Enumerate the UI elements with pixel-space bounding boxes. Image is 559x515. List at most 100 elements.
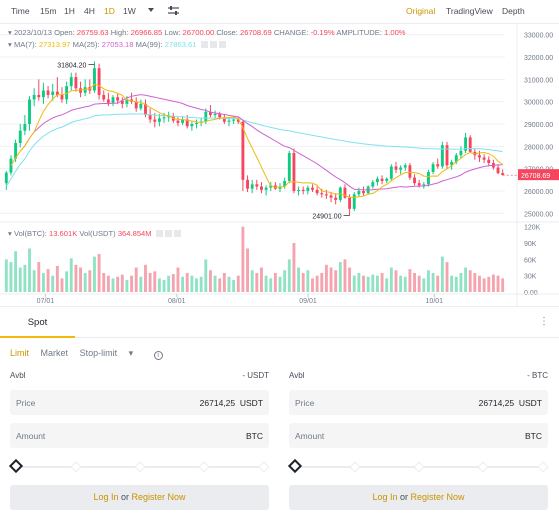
buy-available: Avbl - USDT	[10, 366, 269, 384]
gear-icon[interactable]	[209, 41, 217, 48]
slider-knob[interactable]	[8, 458, 24, 474]
volume-bar	[334, 270, 338, 292]
tab-stop-limit[interactable]: Stop-limit ▾	[80, 348, 143, 358]
caret-down-icon: ▾	[128, 348, 134, 358]
candle-body	[60, 94, 64, 100]
volume-bar	[450, 275, 454, 292]
slider-step-75[interactable]	[198, 461, 210, 473]
vol-btc-value: 13.601K	[48, 229, 78, 238]
buy-amount-slider[interactable]	[8, 455, 270, 479]
volume-bar	[208, 270, 212, 292]
register-link[interactable]: Register Now	[131, 492, 186, 502]
eye-icon[interactable]	[155, 230, 163, 237]
volume-bar	[311, 278, 314, 292]
interval-1h[interactable]: 1H	[64, 6, 75, 16]
chart-settings-icon[interactable]	[168, 5, 179, 18]
candle-body	[120, 100, 124, 104]
slider-step-50[interactable]	[134, 461, 146, 473]
candle-body	[236, 119, 240, 122]
volume-bar	[408, 269, 412, 292]
candle-body	[297, 189, 301, 191]
interval-4h[interactable]: 4H	[84, 6, 95, 16]
slider-step-75[interactable]	[477, 461, 489, 473]
slider-step-100[interactable]	[258, 461, 270, 473]
buy-amount-field[interactable]: Amount BTC	[10, 423, 269, 448]
more-options-icon[interactable]: ⋮	[539, 316, 549, 327]
buy-login-button[interactable]: Log In or Register Now	[10, 485, 269, 510]
date-axis-label: 09/01	[299, 298, 317, 305]
buy-price-field[interactable]: Price 26714,25 USDT	[10, 390, 269, 415]
volume-axis-label: 30K	[524, 274, 537, 281]
candlestick-chart[interactable]: 33000.00 32000.00 31000.00 30000.00 29000.00…	[0, 24, 559, 306]
volume-bar	[157, 278, 161, 292]
sell-amount-field[interactable]: Amount BTC	[289, 423, 548, 448]
candle-body	[102, 94, 106, 100]
view-tradingview[interactable]: TradingView	[446, 6, 493, 16]
interval-15m[interactable]: 15m	[40, 6, 57, 16]
gear-icon[interactable]	[164, 230, 172, 237]
view-depth[interactable]: Depth	[502, 6, 525, 16]
volume-bar	[482, 278, 486, 292]
candle-body	[478, 155, 481, 158]
candle-body	[375, 178, 379, 183]
ma99-value: 27863.61	[164, 40, 197, 49]
sell-login-button[interactable]: Log In or Register Now	[289, 485, 548, 510]
volume-bar	[190, 275, 194, 292]
slider-step-50[interactable]	[413, 461, 425, 473]
register-link[interactable]: Register Now	[410, 492, 465, 502]
close-icon[interactable]	[173, 230, 181, 237]
volume-bar	[55, 265, 59, 292]
volume-bar	[167, 275, 171, 292]
volume-bar	[385, 278, 389, 292]
volume-bar	[468, 270, 472, 292]
volume-bar	[501, 278, 505, 292]
slider-knob[interactable]	[287, 458, 303, 474]
slider-step-100[interactable]	[537, 461, 549, 473]
candle-body	[232, 119, 236, 121]
collapse-icon[interactable]: ▾	[8, 40, 12, 49]
chart-area[interactable]: 33000.00 32000.00 31000.00 30000.00 29000.00…	[0, 24, 559, 306]
close-icon[interactable]	[218, 41, 226, 48]
volume-bar	[375, 275, 379, 292]
candle-body	[301, 189, 305, 191]
interval-time[interactable]: Time	[11, 6, 30, 16]
volume-bar	[399, 275, 403, 292]
info-icon[interactable]: i	[153, 351, 163, 360]
candle-body	[4, 172, 8, 184]
candle-body	[496, 167, 500, 174]
volume-axis-label: 120K	[524, 225, 541, 232]
candle-body	[116, 97, 120, 101]
slider-step-25[interactable]	[349, 461, 361, 473]
candle-body	[83, 87, 87, 93]
candle-body	[343, 187, 347, 198]
eye-icon[interactable]	[200, 41, 208, 48]
ohlc-date: 2023/10/13	[13, 28, 52, 37]
candle-body	[125, 99, 129, 104]
volume-bar	[246, 248, 249, 292]
collapse-icon[interactable]: ▾	[8, 28, 12, 37]
tab-spot[interactable]: Spot	[0, 307, 75, 338]
login-link[interactable]: Log In	[93, 492, 119, 502]
sell-amount-slider[interactable]	[287, 455, 549, 479]
chevron-down-icon[interactable]	[147, 5, 155, 17]
login-link[interactable]: Log In	[372, 492, 398, 502]
tab-market[interactable]: Market	[40, 348, 69, 358]
tab-limit[interactable]: Limit	[10, 348, 30, 358]
volume-bar	[18, 267, 22, 292]
candle-body	[264, 187, 268, 190]
collapse-icon[interactable]: ▾	[8, 229, 12, 238]
sell-price-field[interactable]: Price 26714,25 USDT	[289, 390, 548, 415]
amount-label: Amount	[295, 431, 325, 441]
volume-bar	[454, 276, 458, 292]
volume-bar	[264, 275, 268, 292]
view-original[interactable]: Original	[406, 6, 436, 16]
current-price-label: 26708.69	[521, 173, 550, 180]
interval-1w[interactable]: 1W	[123, 6, 136, 16]
price-label: Price	[16, 398, 36, 408]
price-value: 26714,25 USDT	[200, 398, 263, 408]
candle-body	[454, 155, 458, 162]
volume-bar	[329, 267, 333, 292]
slider-step-25[interactable]	[70, 461, 82, 473]
interval-1d[interactable]: 1D	[104, 6, 115, 16]
date-axis-label: 08/01	[168, 298, 186, 305]
